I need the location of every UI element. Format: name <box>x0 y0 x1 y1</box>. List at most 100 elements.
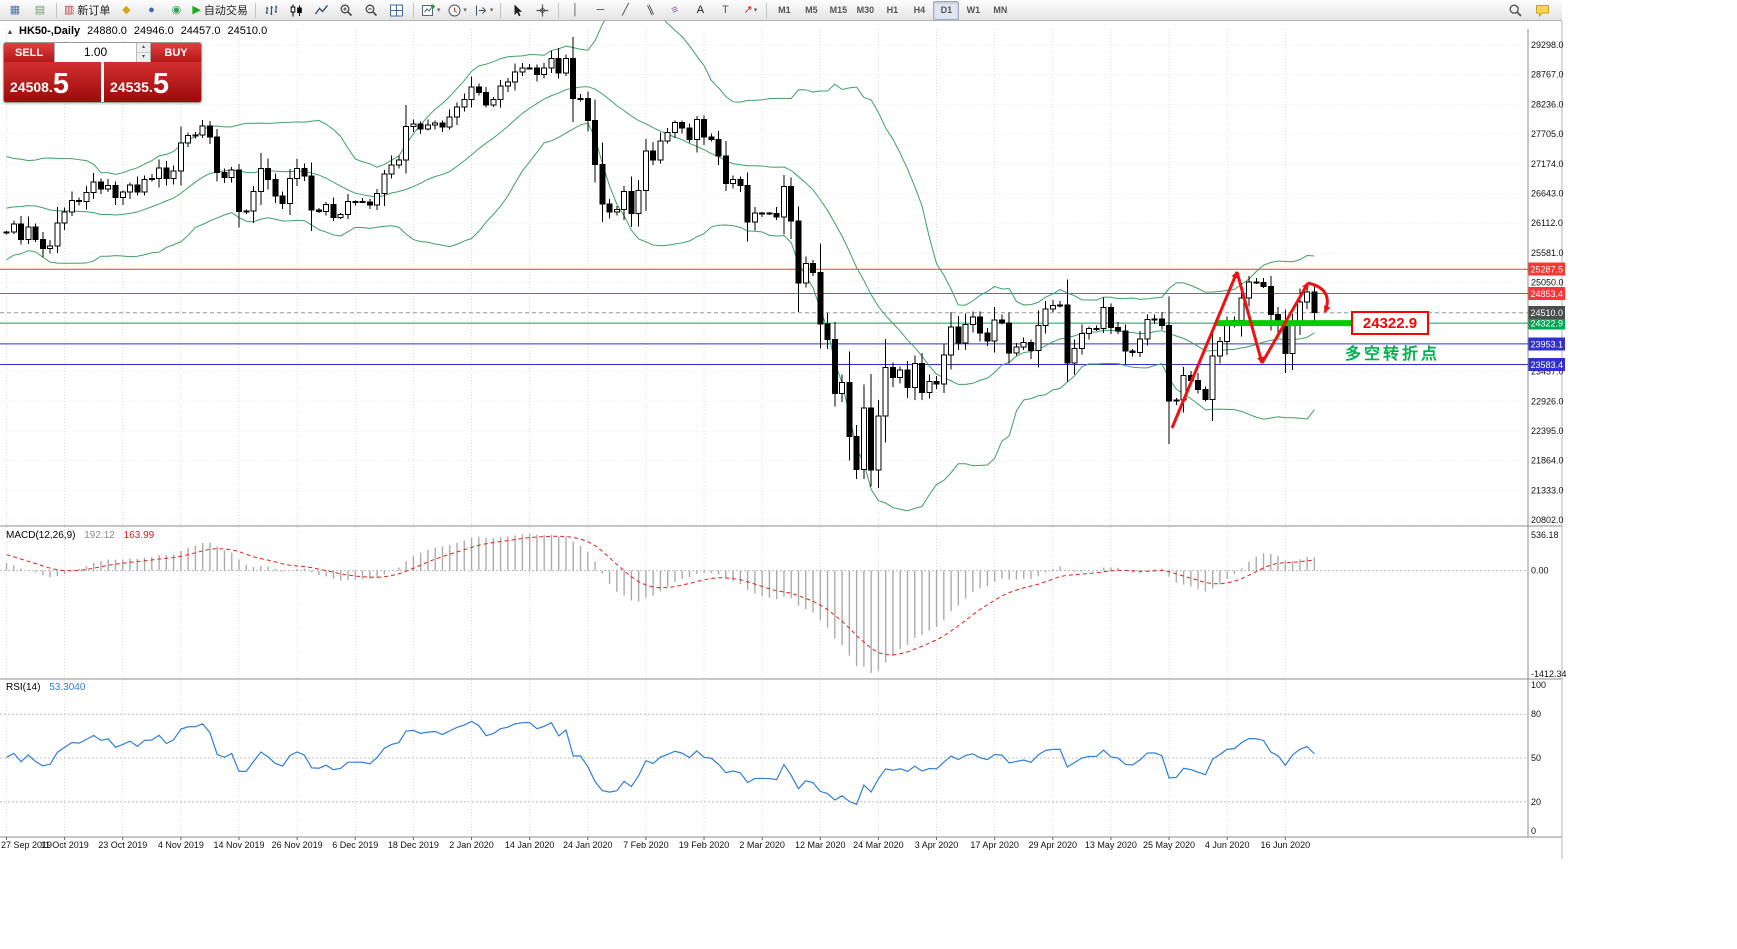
svg-text:19 Feb 2020: 19 Feb 2020 <box>679 840 730 850</box>
svg-text:13 May 2020: 13 May 2020 <box>1085 840 1137 850</box>
templates-button[interactable]: ▾ <box>471 1 497 20</box>
svg-text:24 Jan 2020: 24 Jan 2020 <box>563 840 613 850</box>
vertical-line-glyph: │ <box>571 3 579 16</box>
candlestick-chart-button[interactable] <box>285 1 309 20</box>
fibonacci-glyph: ≡ <box>670 2 681 17</box>
svg-text:4 Nov 2019: 4 Nov 2019 <box>158 840 204 850</box>
cursor-icon <box>514 4 522 16</box>
vertical-line-button[interactable]: │ <box>563 1 587 20</box>
tf-m5[interactable]: M5 <box>805 5 818 15</box>
buy-price-main: 24535. <box>110 79 153 95</box>
new-order-button[interactable]: ▥ 新订单 <box>61 1 113 20</box>
bar-chart-button[interactable] <box>260 1 284 20</box>
volume-spin-buttons: ▴ ▾ <box>136 43 150 62</box>
chart-canvas[interactable]: 20802.0 21333.0 21864.0 22395.0 22926.0 23457… <box>0 21 1737 881</box>
svg-text:22395.0: 22395.0 <box>1531 426 1564 436</box>
svg-text:7 Feb 2020: 7 Feb 2020 <box>623 840 669 850</box>
horizontal-line-button[interactable]: ─ <box>588 1 612 20</box>
depth-of-market-icon[interactable]: ● <box>139 1 163 20</box>
price-label-annotation[interactable]: 24322.9 <box>1351 311 1429 335</box>
svg-text:536.18: 536.18 <box>1531 530 1559 540</box>
volume-down-button[interactable]: ▾ <box>137 53 150 62</box>
depth-of-market-icon-glyph: ● <box>148 3 155 16</box>
svg-text:24 Mar 2020: 24 Mar 2020 <box>853 840 904 850</box>
tf-h4[interactable]: H4 <box>913 5 926 15</box>
svg-text:16 Jun 2020: 16 Jun 2020 <box>1261 840 1311 850</box>
bollinger-lower-line <box>6 122 1315 512</box>
buy-button[interactable]: BUY <box>151 43 201 62</box>
trade-panel-controls: SELL 1.00 ▴ ▾ BUY <box>4 43 201 62</box>
zoom-in-icon <box>340 4 353 16</box>
tf-m15[interactable]: M15 <box>829 5 848 15</box>
equidistant-channel-button[interactable]: ∥ <box>638 1 662 20</box>
autotrading-button[interactable]: ▶ 自动交易 <box>189 1 250 20</box>
search-button[interactable] <box>1503 1 1527 20</box>
cursor-button[interactable] <box>505 1 529 20</box>
crosshair-button[interactable] <box>530 1 554 20</box>
new-chart-button[interactable]: ▾ <box>418 1 444 20</box>
macd-name: MACD(12,26,9) <box>6 530 76 541</box>
svg-text:-1412.34: -1412.34 <box>1531 669 1567 679</box>
main-toolbar: ▦ ▤ ▥ 新订单 ◆ ● ◉ ▶ 自动交易 ▾ ▾ ▾ │ ─ ╱ ∥ ≡ A T ↗ ▾ M1 M5 M15 M30 H1 H4… <box>0 0 1562 21</box>
ohlc-open: 24880.0 <box>87 25 127 37</box>
price-axis[interactable]: 20802.0 21333.0 21864.0 22395.0 22926.0 23457… <box>1531 40 1567 836</box>
candles-layer <box>3 37 1318 489</box>
volume-up-button[interactable]: ▴ <box>137 43 150 53</box>
tf-m1[interactable]: M1 <box>778 5 791 15</box>
tf-mn[interactable]: MN <box>993 5 1008 15</box>
tf-d1[interactable]: D1 <box>933 0 960 20</box>
volume-stepper[interactable]: 1.00 ▴ ▾ <box>54 43 151 62</box>
svg-text:25287.5: 25287.5 <box>1531 265 1564 275</box>
chart-title: ▴ HK50-,Daily 24880.0 24946.0 24457.0 24… <box>8 25 267 37</box>
label-button[interactable]: T <box>713 1 737 20</box>
svg-text:0.00: 0.00 <box>1531 566 1549 576</box>
tf-w1[interactable]: W1 <box>966 5 981 15</box>
zoom-out-icon <box>365 4 378 16</box>
text-button[interactable]: A <box>688 1 712 20</box>
period-selector-button[interactable]: ▾ <box>444 1 470 20</box>
svg-text:21864.0: 21864.0 <box>1531 456 1564 466</box>
sell-button[interactable]: SELL <box>4 43 54 62</box>
svg-text:26112.0: 26112.0 <box>1531 218 1563 228</box>
svg-text:29 Apr 2020: 29 Apr 2020 <box>1029 840 1078 850</box>
svg-text:18 Dec 2019: 18 Dec 2019 <box>388 840 439 850</box>
svg-text:4 Jun 2020: 4 Jun 2020 <box>1205 840 1250 850</box>
tf-m30[interactable]: M30 <box>856 5 875 15</box>
tile-windows-button[interactable] <box>385 1 409 20</box>
svg-text:27705.0: 27705.0 <box>1531 129 1564 139</box>
turning-point-note[interactable]: 多空转折点 <box>1345 344 1440 363</box>
charts-icon[interactable]: ▦ <box>3 1 27 20</box>
macd-histogram <box>5 534 1316 673</box>
zoom-in-button[interactable] <box>335 1 359 20</box>
tile-windows-icon <box>390 4 404 16</box>
rsi-levels <box>0 713 1528 803</box>
svg-text:2 Mar 2020: 2 Mar 2020 <box>739 840 785 850</box>
autotrading-glyph: ▶ <box>192 3 201 16</box>
tf-h1[interactable]: H1 <box>886 5 899 15</box>
indicators-icon[interactable]: ◆ <box>114 1 138 20</box>
market-icon[interactable]: ◉ <box>164 1 188 20</box>
candlestick-chart-icon <box>291 4 303 16</box>
profiles-icon[interactable]: ▤ <box>28 1 52 20</box>
sell-price[interactable]: 24508. 5 <box>4 62 101 102</box>
trade-panel-collapse-icon[interactable]: ▴ <box>8 26 13 36</box>
trendline-button[interactable]: ╱ <box>613 1 637 20</box>
chat-button[interactable] <box>1530 1 1554 20</box>
new-order-button-label: 新订单 <box>77 5 111 17</box>
zoom-out-button[interactable] <box>360 1 384 20</box>
equidistant-channel-glyph: ∥ <box>645 2 656 17</box>
ohlc-close: 24510.0 <box>227 25 268 37</box>
macd-signal-value: 163.99 <box>123 530 155 541</box>
svg-text:24853.4: 24853.4 <box>1531 289 1564 299</box>
svg-text:26 Nov 2019: 26 Nov 2019 <box>272 840 323 850</box>
price-badges: 25287.5 24853.4 24322.9 23953.1 23583.4 24510… <box>1528 262 1565 371</box>
arrows-button[interactable]: ↗ ▾ <box>738 1 762 20</box>
trend-arrows-annotation[interactable] <box>1170 271 1331 429</box>
chart-symbol-period: HK50-,Daily <box>19 25 81 37</box>
line-chart-button[interactable] <box>310 1 334 20</box>
toolbar-separator <box>56 2 57 18</box>
fibonacci-button[interactable]: ≡ <box>663 1 687 20</box>
buy-price[interactable]: 24535. 5 <box>104 62 201 102</box>
horizontal-line-glyph: ─ <box>596 3 605 16</box>
